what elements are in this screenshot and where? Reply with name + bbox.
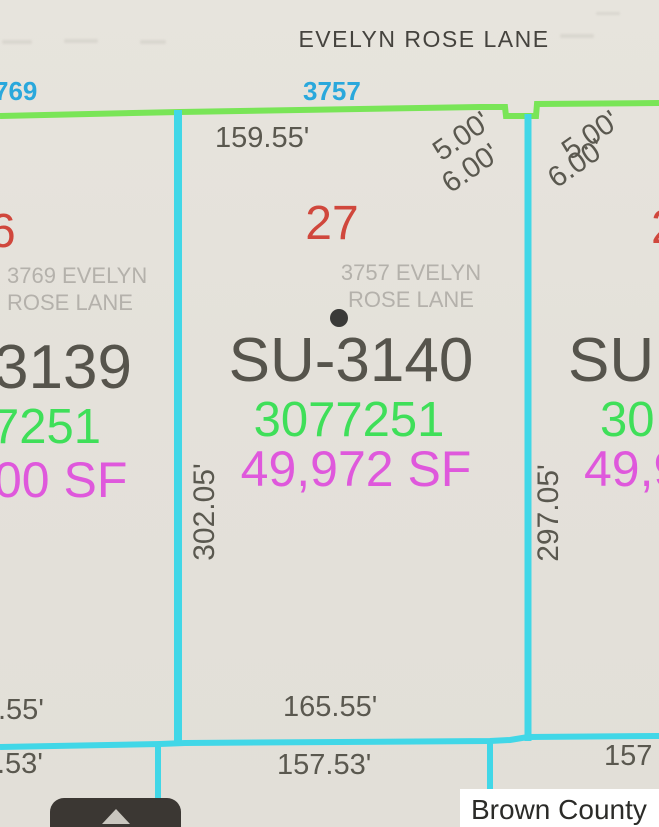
dimension-rear-center: 165.55' bbox=[283, 691, 378, 723]
road-address-label-left: 769 bbox=[0, 76, 38, 106]
up-arrow-icon bbox=[101, 809, 130, 824]
dimension-side-right: 297.05' bbox=[532, 464, 565, 562]
map-texture-smudge bbox=[140, 40, 166, 44]
parcel-number-right: 30 bbox=[600, 393, 655, 447]
map-texture-smudge bbox=[596, 12, 620, 15]
parcel-number-left: 7251 bbox=[0, 400, 102, 454]
lot-number-center: 27 bbox=[305, 197, 359, 250]
area-label-center: 49,972 SF bbox=[240, 441, 472, 497]
site-address-left: 3769 EVELYN ROSE LANE bbox=[7, 263, 147, 317]
area-label-right: 49,9 bbox=[584, 441, 659, 497]
dimension-lower-right: 157 bbox=[604, 740, 653, 772]
site-address-line: 3769 EVELYN bbox=[7, 263, 148, 288]
parcel-centroid-dot bbox=[330, 309, 348, 327]
site-address-line: ROSE LANE bbox=[7, 289, 133, 315]
lot-number-left: 6 bbox=[0, 205, 16, 258]
map-attribution: Brown County bbox=[460, 789, 659, 827]
street-name-label: EVELYN ROSE LANE bbox=[298, 26, 550, 52]
site-address-line: 3757 EVELYN bbox=[340, 260, 482, 285]
road-address-label-center: 3757 bbox=[303, 76, 361, 106]
site-address-line: ROSE LANE bbox=[348, 286, 474, 312]
map-texture-smudge bbox=[560, 34, 594, 38]
dimension-side-center: 302.05' bbox=[188, 463, 221, 561]
map-texture-smudge bbox=[64, 39, 98, 43]
road-edge-line bbox=[0, 100, 659, 119]
area-label-left: 00 SF bbox=[0, 452, 128, 508]
lot-number-right: 2 bbox=[651, 204, 659, 252]
lot-bottom-boundary-line bbox=[0, 733, 659, 750]
dimension-front-center: 159.55' bbox=[215, 122, 310, 154]
survey-id-left: 3139 bbox=[0, 333, 132, 402]
survey-id-center: SU-3140 bbox=[228, 326, 474, 395]
survey-id-right: SU bbox=[568, 326, 655, 395]
map-texture-smudge bbox=[2, 40, 32, 44]
dimension-rear-left: .55' bbox=[0, 694, 44, 726]
site-address-center: 3757 EVELYN ROSE LANE bbox=[341, 260, 481, 314]
parcel-number-center: 3077251 bbox=[253, 393, 445, 447]
dimension-lower-center: 157.53' bbox=[277, 749, 372, 781]
pan-up-button[interactable] bbox=[50, 798, 181, 827]
dimension-lower-left: .53' bbox=[0, 748, 43, 780]
